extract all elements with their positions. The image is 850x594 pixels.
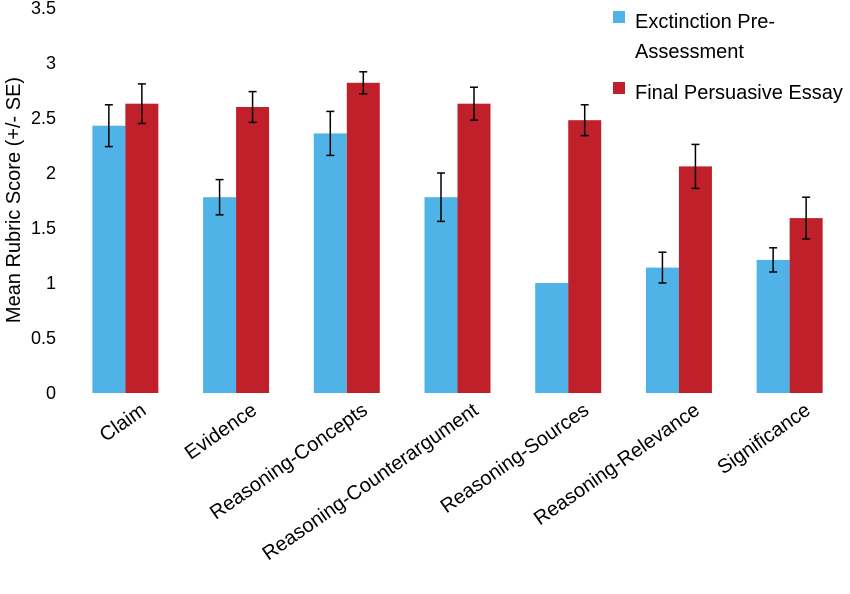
y-tick-label: 2.5	[31, 108, 56, 128]
error-bar	[802, 196, 811, 240]
error-bar	[359, 71, 368, 95]
error-bar	[470, 86, 478, 121]
legend: Exctinction Pre- Assessment Final Persuasi…	[613, 11, 843, 104]
error-bar	[658, 251, 667, 284]
legend-swatch	[613, 11, 625, 23]
legend-label: Exctinction Pre-	[635, 11, 775, 33]
legend-label: Assessment	[635, 41, 744, 63]
bar-pre-assessment	[203, 197, 237, 393]
error-bars	[104, 71, 811, 284]
bar-final-essay	[346, 82, 380, 394]
error-bar	[437, 172, 445, 223]
error-bar	[137, 83, 146, 125]
y-tick-label: 3.5	[31, 0, 56, 18]
y-tick-label: 2	[46, 163, 56, 183]
x-category-label: Significance	[714, 399, 815, 479]
y-axis-ticks: 0 0.5 1 1.5 2 2.5 3 3.5	[31, 0, 56, 403]
bar-final-essay	[678, 166, 712, 393]
y-axis-label: Mean Rubric Score (+/- SE)	[3, 77, 25, 323]
x-category-label: Reasoning-Counterargument	[258, 399, 482, 565]
bar-pre-assessment	[92, 125, 126, 393]
bar-pre-assessment	[535, 283, 569, 393]
y-tick-label: 0.5	[31, 328, 56, 348]
bars	[92, 82, 823, 394]
legend-label: Final Persuasive Essay	[635, 82, 843, 104]
error-bar	[326, 110, 335, 157]
bar-pre-assessment	[313, 133, 347, 393]
y-axis-title: Mean Rubric Score (+/- SE)	[3, 77, 25, 323]
error-bar	[580, 104, 589, 137]
error-bar	[215, 178, 224, 216]
bar-final-essay	[568, 120, 602, 393]
y-tick-label: 1.5	[31, 218, 56, 238]
legend-item: Exctinction Pre- Assessment	[613, 11, 775, 63]
x-axis-categories: Claim EvidenceReasoning-ConceptsReasoning…	[96, 399, 815, 565]
y-tick-label: 1	[46, 273, 56, 293]
bar-pre-assessment	[424, 197, 458, 393]
legend-swatch	[613, 82, 625, 94]
bar-final-essay	[125, 103, 159, 393]
bar-pre-assessment	[756, 259, 790, 393]
bar-final-essay	[457, 103, 491, 393]
error-bar	[769, 247, 778, 273]
y-tick-label: 3	[46, 53, 56, 73]
bar-final-essay	[236, 107, 270, 393]
x-category-label: Evidence	[181, 399, 261, 464]
y-tick-label: 0	[46, 383, 56, 403]
x-category-label: Claim	[96, 399, 150, 446]
bar-final-essay	[789, 218, 823, 393]
error-bar	[248, 90, 257, 124]
error-bar	[691, 143, 700, 190]
legend-item: Final Persuasive Essay	[613, 82, 843, 104]
error-bar	[104, 104, 113, 148]
bar-pre-assessment	[645, 267, 679, 393]
